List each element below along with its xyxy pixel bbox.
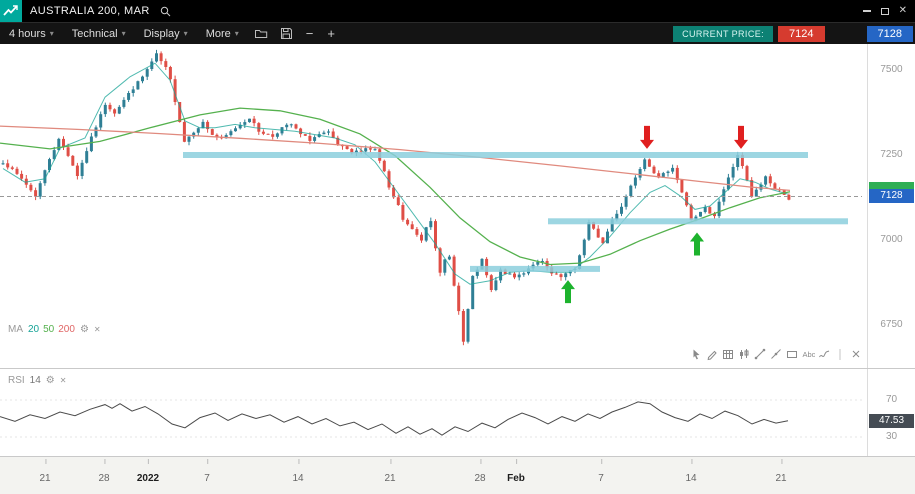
down-arrow-annotation[interactable] (640, 125, 654, 149)
remove-indicator-icon[interactable]: ✕ (93, 324, 101, 334)
support-resistance-level[interactable] (183, 152, 808, 158)
chevron-down-icon: ▾ (183, 29, 188, 38)
search-icon[interactable] (160, 6, 171, 17)
chevron-down-icon: ▾ (49, 29, 54, 38)
x-axis-label: Feb (507, 459, 525, 484)
app-logo-icon (0, 0, 22, 22)
current-price-cluster: CURRENT PRICE: 7124 7128 (673, 23, 915, 44)
y-axis-label: 7500 (880, 64, 903, 75)
y-axis-label: 7000 (880, 234, 903, 245)
x-axis-label: 14 (685, 459, 697, 484)
rsi-line (0, 401, 789, 436)
x-axis-label: 21 (39, 459, 51, 484)
x-axis-label: 7 (598, 459, 604, 484)
ma-period-200: 200 (58, 324, 75, 335)
display-label: Display (143, 27, 180, 40)
ma-indicator-legend: MA 20 50 200 ⚙ ✕ (8, 324, 101, 335)
timeframe-dropdown[interactable]: 4 hours ▾ (0, 23, 63, 44)
rsi-axis-label: 30 (885, 431, 898, 442)
buy-price-button[interactable]: 7128 (866, 25, 913, 42)
technical-dropdown[interactable]: Technical ▾ (63, 23, 135, 44)
restore-icon[interactable] (880, 7, 889, 15)
up-arrow-annotation[interactable] (690, 232, 704, 256)
technical-label: Technical (71, 27, 118, 40)
chart-toolbar: 4 hours ▾ Technical ▾ Display ▾ More ▾ −… (0, 22, 915, 44)
minimize-icon[interactable] (862, 10, 871, 12)
x-axis-label: 14 (292, 459, 304, 484)
open-folder-icon[interactable] (248, 27, 274, 40)
settings-gear-icon[interactable]: ⚙ (79, 323, 89, 335)
close-icon[interactable]: ✕ (898, 5, 907, 16)
current-price-label: CURRENT PRICE: (673, 25, 774, 42)
rsi-indicator-legend: RSI 14 ⚙ ✕ (8, 375, 66, 386)
chevron-down-icon: ▾ (121, 29, 126, 38)
price-axis[interactable]: 7500 7250 7000 6750 7128 (867, 44, 915, 368)
ma-period-50: 50 (43, 324, 55, 335)
rectangle-icon[interactable] (786, 348, 799, 361)
remove-indicator-icon[interactable]: ✕ (59, 375, 67, 385)
x-axis-label: 28 (474, 459, 486, 484)
drawing-toolbar: Abc (690, 348, 863, 361)
settings-gear-icon[interactable]: ⚙ (45, 374, 55, 386)
x-axis-label: 21 (775, 459, 787, 484)
display-dropdown[interactable]: Display ▾ (135, 23, 197, 44)
instrument-title: AUSTRALIA 200, MAR (30, 5, 150, 17)
ma-legend-periods: 20 50 200 (28, 324, 75, 335)
zoom-in-button[interactable]: + (327, 26, 335, 41)
support-resistance-level[interactable] (470, 265, 600, 272)
save-icon[interactable] (274, 27, 299, 40)
indicators-icon[interactable] (722, 348, 735, 361)
ma-line-20 (2, 62, 789, 285)
chart-type-icon[interactable] (738, 348, 751, 361)
candlesticks (1, 49, 791, 346)
rsi-axis-label: 70 (885, 394, 898, 405)
chevron-down-icon: ▾ (234, 29, 239, 38)
ma-period-20: 20 (28, 324, 40, 335)
rsi-panel: RSI 14 ⚙ ✕ 70 30 47.53 (0, 368, 915, 456)
pointer-icon[interactable] (690, 348, 703, 361)
timeframe-label: 4 hours (9, 27, 46, 40)
x-axis-label: 28 (98, 459, 110, 484)
x-axis-label: 2022 (136, 459, 160, 484)
x-axis-label: 7 (204, 459, 210, 484)
more-dropdown[interactable]: More ▾ (197, 23, 248, 44)
rsi-legend-period: 14 (29, 375, 41, 386)
current-price-badge: 7128 (869, 189, 914, 204)
support-resistance-level[interactable] (548, 218, 848, 225)
segment-icon[interactable] (754, 348, 767, 361)
close-icon[interactable] (850, 348, 863, 361)
rsi-chart[interactable] (0, 369, 867, 457)
y-axis-label: 6750 (880, 319, 903, 330)
rsi-value-badge: 47.53 (869, 413, 914, 428)
x-axis-label: 21 (384, 459, 396, 484)
svg-text:Abc: Abc (803, 350, 816, 359)
titlebar: AUSTRALIA 200, MAR ✕ (0, 0, 915, 22)
main-chart-panel: MA 20 50 200 ⚙ ✕ Abc 7500 7250 7000 6750 7128 (0, 44, 915, 368)
rsi-legend-prefix: RSI (8, 375, 25, 386)
rsi-axis: 70 30 47.53 (867, 369, 915, 456)
ma-line-50 (0, 107, 791, 266)
more-label: More (205, 27, 231, 40)
pencil-icon[interactable] (706, 348, 719, 361)
down-arrow-annotation[interactable] (734, 125, 748, 149)
secondary-price-marker (869, 182, 914, 192)
price-chart[interactable] (0, 44, 867, 368)
sell-price-button[interactable]: 7124 (778, 25, 825, 42)
text-icon[interactable]: Abc (802, 348, 816, 361)
divider-icon (834, 348, 847, 361)
window-controls: ✕ (862, 5, 915, 16)
time-axis[interactable]: 21 28 2022 7 14 21 28 Feb 7 14 21 (0, 456, 915, 494)
trendline-icon[interactable] (770, 348, 783, 361)
ma-legend-prefix: MA (8, 324, 23, 335)
zoom-out-button[interactable]: − (305, 26, 314, 41)
freehand-icon[interactable] (818, 348, 831, 361)
y-axis-label: 7250 (880, 149, 903, 160)
up-arrow-annotation[interactable] (561, 280, 575, 304)
